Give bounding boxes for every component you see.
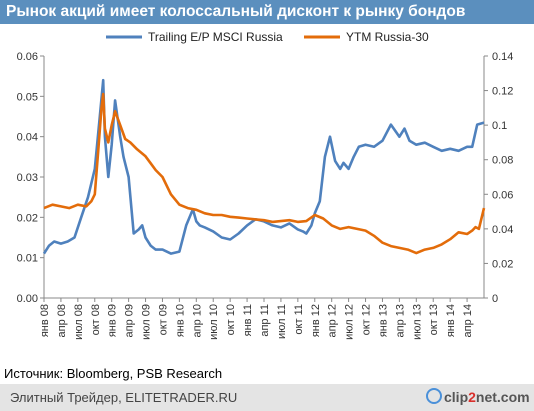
y-right-tick-label: 0.14 [492,51,513,63]
title-bar: Рынок акций имеет колоссальный дисконт к… [0,0,534,24]
x-tick-label: окт 09 [157,304,169,335]
footer-bar: Элитный Трейдер, ELITETRADER.RU clip2net… [0,384,534,411]
axes: 0.00 0.01 0.02 0.03 0.04 0.05 0.06 0 0.02 0.04 0.0… [17,51,514,340]
y-right-tick-label: 0.06 [492,189,513,201]
y-left-tick-label: 0.04 [17,132,38,144]
x-tick-label: окт 10 [225,304,237,335]
x-tick-label: апр 08 [56,304,68,337]
x-tick-label: июл 09 [141,304,153,340]
x-tick-label: апр 12 [327,304,339,337]
logo-prefix: clip [444,389,469,405]
x-tick-label: июл 08 [73,304,85,340]
y-right-tick-label: 0.12 [492,86,513,98]
chart-title: Рынок акций имеет колоссальный дисконт к… [6,3,466,20]
footer-text: Элитный Трейдер, ELITETRADER.RU [10,390,238,405]
logo-num: 2 [468,389,476,405]
y-left-tick-label: 0.01 [17,253,38,265]
x-tick-label: янв 08 [39,304,51,337]
y-right-tick-label: 0.08 [492,155,513,167]
x-tick-label: июл 13 [411,304,423,340]
y-left-tick-label: 0.02 [17,212,38,224]
x-tick-label: окт 11 [293,304,305,335]
x-tick-label: июл 11 [276,304,288,339]
x-tick-label: окт 08 [90,304,102,335]
x-tick-label: апр 09 [124,304,136,337]
x-tick-label: янв 13 [377,304,389,337]
series-group [42,78,486,255]
y-right-tick-label: 0 [492,293,498,305]
y-right-tick-label: 0.04 [492,224,513,236]
x-tick-label: июл 12 [344,304,356,340]
chart: 0.00 0.01 0.02 0.03 0.04 0.05 0.06 0 0.02 0.04 0.0… [17,30,514,340]
x-tick-label: апр 10 [191,304,203,337]
series-line-ytm [43,92,486,255]
source-note: Источник: Bloomberg, PSB Research [4,366,223,381]
y-right-tick-label: 0.02 [492,258,513,270]
x-tick-label: окт 12 [361,304,373,335]
series-line-pe [42,78,485,255]
x-tick-label: окт 13 [428,304,440,335]
logo-circle-icon [426,388,442,404]
y-left-tick-label: 0.05 [17,91,38,103]
x-tick-label: апр 11 [259,304,271,337]
logo-suffix: net.com [475,389,530,405]
x-tick-label: янв 12 [310,304,322,337]
x-tick-label: апр 14 [462,304,474,337]
y-left-tick-label: 0.00 [17,293,38,305]
legend: Trailing E/P MSCI Russia YTM Russia-30 [106,30,429,44]
x-tick-label: янв 11 [242,304,254,336]
y-right-tick-label: 0.1 [492,120,507,132]
x-tick-label: июл 10 [208,304,220,340]
x-tick-label: янв 09 [107,304,119,337]
clip2net-logo[interactable]: clip2net.com [426,388,530,405]
x-tick-label: апр 13 [394,304,406,337]
legend-label: Trailing E/P MSCI Russia [148,30,283,44]
y-left-tick-label: 0.06 [17,51,38,63]
legend-label: YTM Russia-30 [346,30,429,44]
x-tick-label: янв 10 [174,304,186,337]
y-left-tick-label: 0.03 [17,172,38,184]
x-tick-label: янв 14 [445,304,457,337]
